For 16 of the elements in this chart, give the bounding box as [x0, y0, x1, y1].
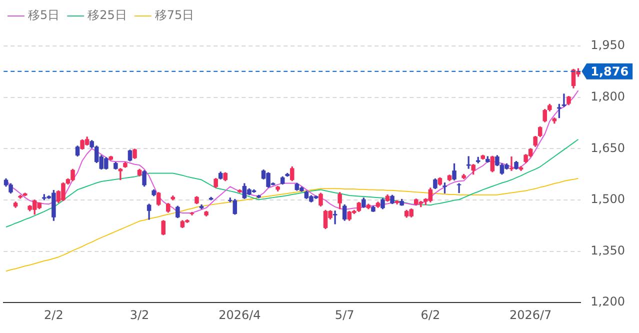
legend-label: 移5日: [28, 8, 60, 22]
x-tick-label: 2026/7: [509, 308, 552, 322]
x-tick-label: 2/2: [44, 308, 64, 322]
y-tick-label: 1,200: [590, 294, 626, 309]
legend-label: 移25日: [88, 8, 127, 22]
ref-line-label: 1,876: [590, 64, 629, 78]
x-tick-label: 2026/4: [218, 308, 261, 322]
y-tick-label: 1,500: [590, 192, 626, 206]
x-tick-label: 5/7: [334, 308, 354, 322]
y-tick-label: 1,950: [590, 38, 626, 52]
y-tick-label: 1,350: [590, 243, 626, 258]
y-tick-label: 1,650: [590, 140, 626, 155]
legend-label: 移75日: [154, 8, 194, 22]
x-tick-label: 6/2: [420, 308, 440, 322]
y-tick-label: 1,800: [590, 89, 626, 104]
x-tick-label: 3/2: [130, 308, 150, 322]
